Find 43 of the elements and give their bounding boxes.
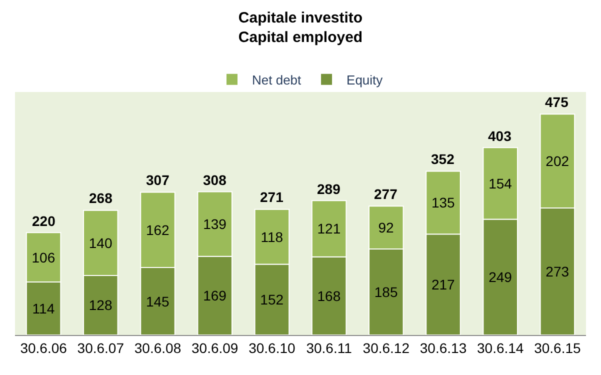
data-label: 202	[546, 153, 570, 170]
data-label: 152	[260, 292, 284, 308]
x-tick-label: 30.6.11	[306, 340, 352, 356]
x-tick-label: 30.6.10	[248, 340, 296, 356]
total-label: 475	[545, 94, 569, 110]
x-tick-label: 30.6.08	[134, 340, 182, 356]
data-label: 121	[317, 220, 341, 237]
x-tick-label: 30.6.07	[77, 340, 124, 356]
data-label: 145	[146, 293, 170, 310]
x-tick-label: 30.6.15	[534, 340, 582, 356]
data-label: 135	[431, 194, 456, 211]
data-label: 139	[203, 216, 227, 232]
data-label: 273	[546, 264, 570, 280]
data-label: 114	[32, 300, 55, 316]
data-label: 249	[488, 269, 512, 286]
x-tick-label: 30.6.13	[420, 340, 467, 356]
legend-label: Equity	[346, 72, 384, 88]
total-label: 220	[32, 213, 56, 229]
data-label: 92	[378, 220, 394, 236]
total-label: 307	[146, 172, 170, 188]
total-label: 271	[260, 189, 284, 205]
total-label: 277	[374, 186, 398, 202]
x-tick-label: 30.6.06	[20, 340, 68, 356]
x-tick-label: 30.6.12	[362, 340, 410, 356]
data-label: 118	[260, 228, 284, 245]
total-label: 403	[488, 128, 512, 144]
data-label: 185	[374, 284, 398, 300]
total-label: 268	[89, 190, 113, 206]
data-label: 169	[203, 288, 227, 304]
data-label: 168	[317, 288, 341, 304]
x-tick-label: 30.6.14	[476, 340, 524, 356]
data-label: 154	[488, 175, 512, 192]
total-label: 289	[317, 181, 341, 197]
x-tick-label: 30.6.09	[191, 340, 238, 356]
data-label: 128	[88, 297, 112, 314]
data-label: 106	[32, 249, 56, 266]
data-label: 140	[88, 234, 112, 251]
total-label: 352	[431, 151, 455, 167]
total-label: 308	[203, 172, 227, 188]
data-label: 162	[146, 222, 170, 238]
data-label: 217	[431, 276, 456, 293]
chart-title: Capitale investito Capital employed	[238, 10, 363, 46]
legend-label: Net debt	[252, 72, 302, 88]
